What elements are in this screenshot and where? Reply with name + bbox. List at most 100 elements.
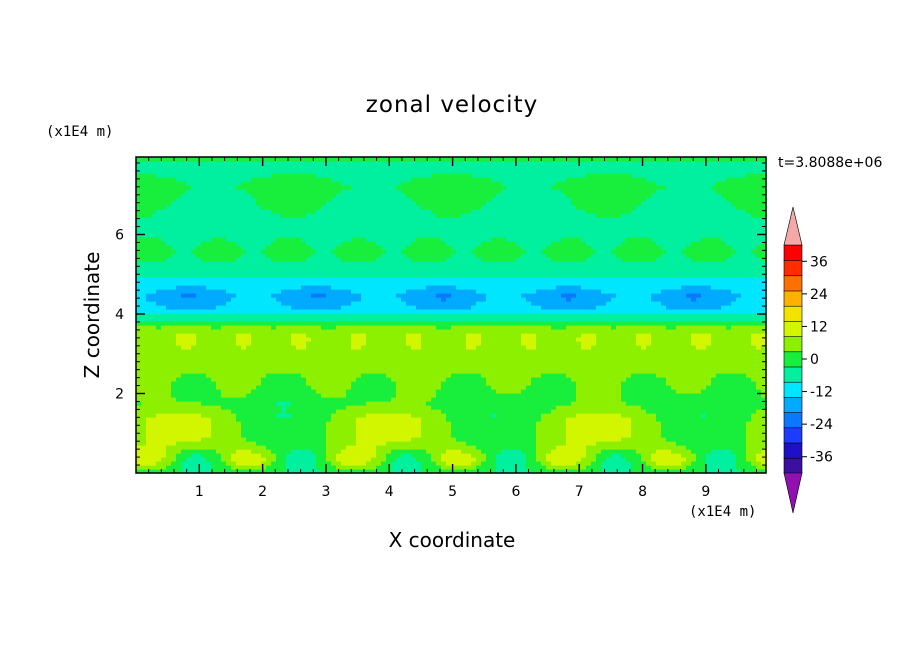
field-cell [541, 449, 547, 454]
field-cell [286, 469, 292, 474]
field-cell [331, 341, 337, 346]
field-cell [346, 361, 352, 366]
field-cell [181, 409, 187, 414]
field-cell [646, 401, 652, 406]
field-cell [701, 393, 707, 398]
field-cell [376, 461, 382, 466]
field-cell [701, 353, 707, 358]
field-cell [611, 341, 617, 346]
field-cell [576, 421, 582, 426]
field-cell [426, 361, 432, 366]
field-cell [311, 389, 317, 394]
field-cell [441, 445, 447, 450]
field-cell [636, 437, 642, 442]
field-cell [461, 369, 467, 374]
field-cell [596, 457, 602, 462]
field-cell [586, 381, 592, 386]
field-cell [481, 445, 487, 450]
field-cell [246, 321, 252, 326]
field-cell [721, 333, 727, 338]
field-cell [726, 317, 732, 322]
field-cell [256, 329, 262, 334]
field-cell [336, 333, 342, 338]
field-cell [756, 381, 762, 386]
field-cell [456, 353, 462, 358]
field-cell [471, 433, 477, 438]
field-cell [221, 377, 227, 382]
field-cell [366, 353, 372, 358]
field-cell [306, 441, 312, 446]
field-cell [711, 385, 717, 390]
field-cell [246, 377, 252, 382]
field-cell [416, 397, 422, 402]
field-cell [356, 453, 362, 458]
field-cell [166, 437, 172, 442]
field-cell [186, 453, 192, 458]
field-cell [176, 381, 182, 386]
field-cell [256, 417, 262, 422]
field-cell [706, 421, 712, 426]
field-cell [281, 397, 287, 402]
field-cell [716, 365, 722, 370]
field-cell [721, 397, 727, 402]
field-cell [281, 389, 287, 394]
field-cell [291, 449, 297, 454]
field-cell [246, 421, 252, 426]
field-cell [266, 461, 272, 466]
field-cell [631, 417, 637, 422]
field-cell [226, 433, 232, 438]
field-cell [421, 409, 427, 414]
field-cell [371, 389, 377, 394]
field-cell [631, 365, 637, 370]
field-cell [601, 345, 607, 350]
field-cell [751, 369, 757, 374]
field-cell [401, 381, 407, 386]
field-cell [356, 397, 362, 402]
field-cell [226, 397, 232, 402]
field-cell [161, 429, 167, 434]
field-cell [346, 469, 352, 474]
field-cell [436, 373, 442, 378]
field-cell [496, 353, 502, 358]
field-cell [386, 337, 392, 342]
field-cell [311, 441, 317, 446]
field-cell [736, 337, 742, 342]
field-cell [196, 333, 202, 338]
field-cell [496, 373, 502, 378]
field-cell [666, 457, 672, 462]
field-cell [356, 409, 362, 414]
field-cell [411, 317, 417, 322]
field-cell [511, 389, 517, 394]
field-cell [671, 405, 677, 410]
field-cell [486, 393, 492, 398]
field-cell [446, 389, 452, 394]
field-cell [276, 445, 282, 450]
field-cell [226, 469, 232, 474]
field-cell [231, 469, 237, 474]
field-cell [566, 325, 572, 330]
field-cell [641, 353, 647, 358]
field-cell [241, 317, 247, 322]
field-cell [511, 409, 517, 414]
field-cell [606, 369, 612, 374]
field-cell [356, 341, 362, 346]
field-cell [511, 393, 517, 398]
field-cell [371, 465, 377, 470]
field-cell [171, 405, 177, 410]
field-cell [356, 333, 362, 338]
field-cell [686, 381, 692, 386]
field-cell [531, 457, 537, 462]
field-cell [636, 345, 642, 350]
field-cell [341, 349, 347, 354]
field-cell [566, 445, 572, 450]
field-cell [186, 421, 192, 426]
field-cell [651, 337, 657, 342]
field-cell [736, 417, 742, 422]
field-cell [466, 325, 472, 330]
field-cell [746, 385, 752, 390]
field-cell [361, 337, 367, 342]
field-cell [491, 325, 497, 330]
field-cell [346, 465, 352, 470]
field-cell [666, 469, 672, 474]
field-cell [171, 409, 177, 414]
